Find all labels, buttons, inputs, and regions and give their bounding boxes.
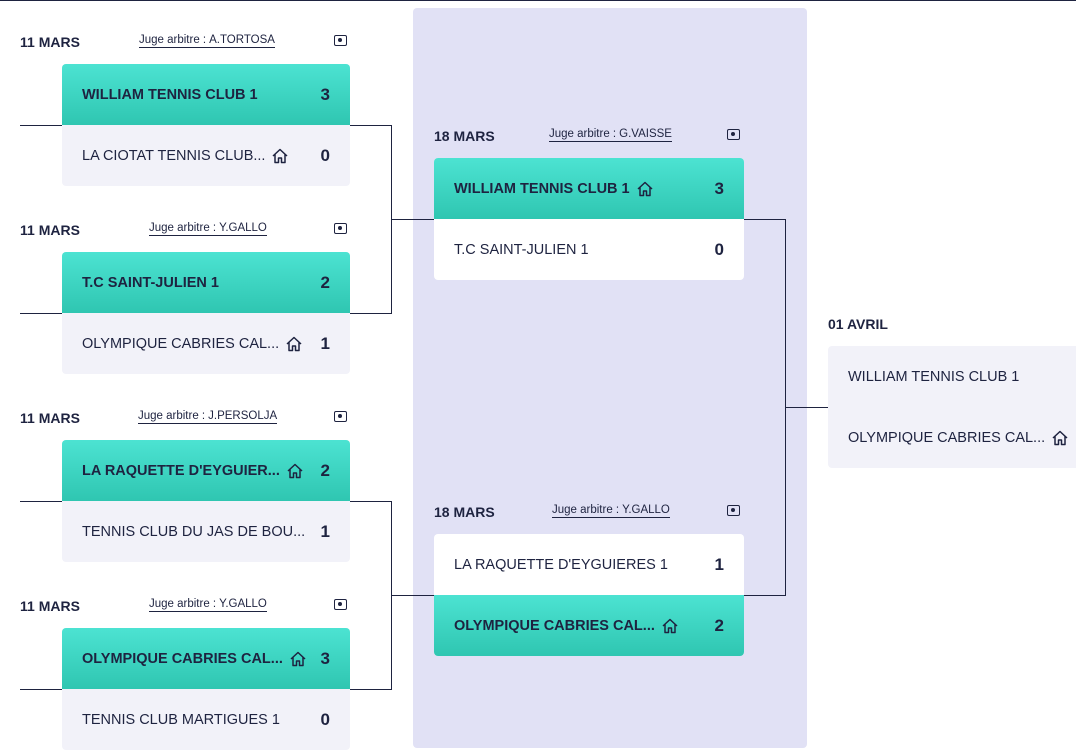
judge-link[interactable]: Juge arbitre : J.PERSOLJA [138,410,278,424]
team-row-winner[interactable]: OLYMPIQUE CABRIES CAL... 3 [62,628,350,689]
match-date: 11 MARS [20,598,80,614]
match-date: 11 MARS [20,222,80,238]
judge-label: Juge arbitre : [139,34,207,46]
team-score: 3 [320,84,330,104]
match-card[interactable]: T.C SAINT-JULIEN 1 2 OLYMPIQUE CABRIES C… [62,252,350,374]
home-icon [1051,429,1069,447]
team-score: 2 [714,615,724,635]
team-name: WILLIAM TENNIS CLUB 1 [848,368,1020,385]
bracket-connector [350,501,391,502]
team-name: TENNIS CLUB MARTIGUES 1 [82,711,280,728]
judge-link[interactable]: Juge arbitre : Y.GALLO [149,222,267,236]
home-icon [661,617,679,635]
team-score: 1 [320,521,330,541]
judge-name: A.TORTOSA [209,34,275,46]
match-date: 01 AVRIL [828,316,888,332]
judge-label: Juge arbitre : [149,598,217,610]
judge-name: Y.GALLO [622,504,670,516]
team-name: OLYMPIQUE CABRIES CAL... [848,429,1046,446]
judge-link[interactable]: Juge arbitre : Y.GALLO [552,504,670,518]
bracket-connector [350,125,391,126]
match-date: 18 MARS [434,504,495,520]
home-icon [636,180,654,198]
team-score: 0 [320,709,330,729]
video-camera-icon[interactable] [727,505,740,516]
team-row[interactable]: TENNIS CLUB MARTIGUES 1 0 [62,689,350,750]
team-row-winner[interactable]: T.C SAINT-JULIEN 1 2 [62,252,350,313]
judge-name: Y.GALLO [219,598,267,610]
bracket-connector [20,689,62,690]
bracket-connector [20,125,62,126]
match-date: 18 MARS [434,128,495,144]
team-name: OLYMPIQUE CABRIES CAL... [454,617,655,634]
video-camera-icon[interactable] [334,599,347,610]
team-name: LA CIOTAT TENNIS CLUB... [82,147,266,164]
judge-name: G.VAISSE [619,128,672,140]
bracket-connector [744,219,785,220]
match-date: 11 MARS [20,34,80,50]
team-row[interactable]: WILLIAM TENNIS CLUB 1 [828,346,1076,407]
bracket-connector [744,595,785,596]
team-name: TENNIS CLUB DU JAS DE BOU... [82,523,306,540]
team-name: OLYMPIQUE CABRIES CAL... [82,335,280,352]
team-row[interactable]: OLYMPIQUE CABRIES CAL... [828,407,1076,468]
video-camera-icon[interactable] [334,35,347,46]
video-camera-icon[interactable] [334,223,347,234]
judge-link[interactable]: Juge arbitre : G.VAISSE [549,128,672,142]
team-score: 1 [320,333,330,353]
bracket-connector [391,595,434,596]
bracket-connector [785,407,828,408]
home-icon [285,335,303,353]
team-name: T.C SAINT-JULIEN 1 [82,274,219,291]
top-divider [0,0,1076,1]
video-camera-icon[interactable] [727,129,740,140]
match-card[interactable]: WILLIAM TENNIS CLUB 1 3 LA CIOTAT TENNIS… [62,64,350,186]
judge-label: Juge arbitre : [549,128,617,140]
match-card[interactable]: LA RAQUETTE D'EYGUIERES 1 1 OLYMPIQUE CA… [434,534,744,656]
video-camera-icon[interactable] [334,411,347,422]
team-name: LA RAQUETTE D'EYGUIERES 1 [454,556,668,573]
bracket-connector [350,313,391,314]
team-row-winner[interactable]: WILLIAM TENNIS CLUB 1 3 [62,64,350,125]
judge-label: Juge arbitre : [552,504,620,516]
home-icon [289,650,307,668]
team-score: 0 [714,239,724,259]
match-card[interactable]: WILLIAM TENNIS CLUB 1 OLYMPIQUE CABRIES … [828,346,1076,468]
team-name: WILLIAM TENNIS CLUB 1 [82,86,258,103]
team-row[interactable]: OLYMPIQUE CABRIES CAL... 1 [62,313,350,374]
team-score: 1 [714,554,724,574]
team-score: 3 [714,178,724,198]
match-card[interactable]: WILLIAM TENNIS CLUB 1 3 T.C SAINT-JULIEN… [434,158,744,280]
team-row-winner[interactable]: LA RAQUETTE D'EYGUIER... 2 [62,440,350,501]
team-row[interactable]: TENNIS CLUB DU JAS DE BOU... 1 [62,501,350,562]
team-name: T.C SAINT-JULIEN 1 [454,241,589,258]
judge-name: J.PERSOLJA [208,410,278,422]
team-name: OLYMPIQUE CABRIES CAL... [82,650,283,667]
judge-label: Juge arbitre : [138,410,206,422]
judge-name: Y.GALLO [219,222,267,234]
bracket-connector [350,689,391,690]
team-row-winner[interactable]: OLYMPIQUE CABRIES CAL... 2 [434,595,744,656]
judge-link[interactable]: Juge arbitre : Y.GALLO [149,598,267,612]
team-row-winner[interactable]: WILLIAM TENNIS CLUB 1 3 [434,158,744,219]
team-row[interactable]: T.C SAINT-JULIEN 1 0 [434,219,744,280]
team-score: 3 [320,648,330,668]
team-name: LA RAQUETTE D'EYGUIER... [82,462,280,479]
match-date: 11 MARS [20,410,80,426]
match-card[interactable]: LA RAQUETTE D'EYGUIER... 2 TENNIS CLUB D… [62,440,350,562]
bracket-connector [391,219,434,220]
home-icon [286,462,304,480]
judge-link[interactable]: Juge arbitre : A.TORTOSA [139,34,275,48]
match-card[interactable]: OLYMPIQUE CABRIES CAL... 3 TENNIS CLUB M… [62,628,350,750]
judge-label: Juge arbitre : [149,222,217,234]
team-name: WILLIAM TENNIS CLUB 1 [454,180,630,197]
team-row[interactable]: LA CIOTAT TENNIS CLUB... 0 [62,125,350,186]
home-icon [271,147,289,165]
team-score: 2 [320,460,330,480]
team-score: 2 [320,272,330,292]
team-score: 0 [320,145,330,165]
team-row[interactable]: LA RAQUETTE D'EYGUIERES 1 1 [434,534,744,595]
bracket-connector [20,313,62,314]
bracket-connector [20,501,62,502]
